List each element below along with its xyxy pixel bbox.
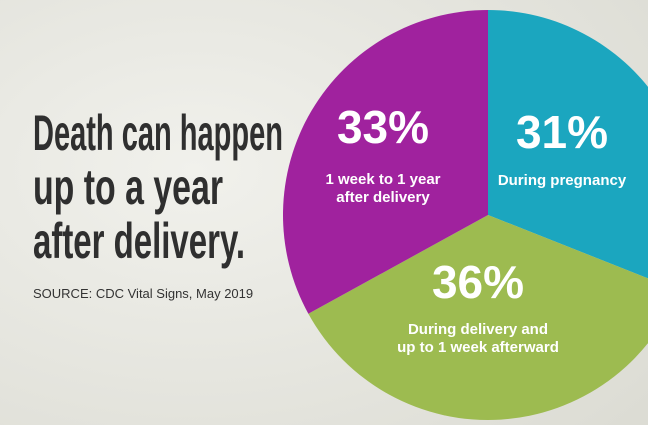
title-line: after delivery.	[33, 213, 245, 269]
pie-slice	[282, 10, 488, 314]
source: SOURCE: CDC Vital Signs, May 2019	[33, 286, 253, 301]
value-label: 36%	[432, 256, 524, 308]
category-label: During pregnancy	[498, 172, 627, 189]
pie-slice	[308, 215, 648, 420]
value-label: 33%	[337, 101, 429, 153]
pie-slice	[488, 10, 648, 279]
category-label: During delivery and	[408, 321, 548, 338]
title-line: up to a year	[33, 159, 223, 215]
pie: 31% During pregnancy 36% During delivery an…	[282, 10, 648, 420]
category-label: 1 week to 1 year	[325, 171, 440, 188]
value-label: 31%	[516, 106, 608, 158]
category-label: after delivery	[336, 189, 430, 206]
category-label: up to 1 week afterward	[397, 339, 559, 356]
title-line: Death can happen	[33, 105, 283, 161]
